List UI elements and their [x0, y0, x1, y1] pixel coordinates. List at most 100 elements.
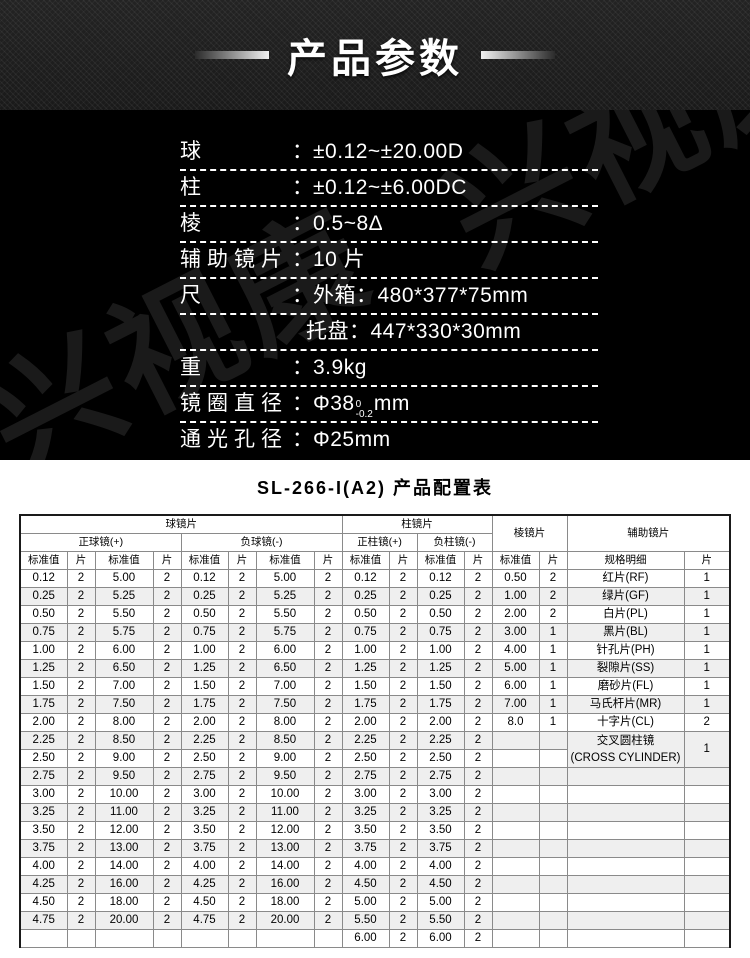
cell-cp: 0.12: [341, 569, 390, 588]
cell-sp2: 16.00: [94, 875, 154, 894]
cell-c5: 2: [388, 911, 418, 930]
cell-pr: [491, 839, 540, 858]
cell-aux-count: [683, 875, 731, 894]
cell-aux-count: [683, 785, 731, 804]
cell-pr: [491, 911, 540, 930]
cell-c6: 2: [463, 785, 493, 804]
cell-sp1: 0.25: [19, 587, 68, 606]
cell-c4: 2: [313, 803, 343, 822]
spec-value-aux-lens: 10 片: [313, 248, 366, 271]
table-row: 4.00 2 14.00 2 4.00 2 14.00 2 4.00 2 4.00 2: [19, 857, 731, 876]
cell-c5: 2: [388, 659, 418, 678]
cell-c6: 2: [463, 641, 493, 660]
cell-sn2: 8.00: [255, 713, 315, 732]
cell-sn1: 2.50: [180, 749, 229, 768]
cell-sn1: 2.00: [180, 713, 229, 732]
cell-c7: [538, 803, 568, 822]
cell-aux-name: [566, 821, 685, 840]
cell-cn: 0.25: [416, 587, 465, 606]
table-row: 0.75 2 5.75 2 0.75 2 5.75 2 0.75 2 0.75 2 3.00 1 黑片(BL…: [19, 623, 731, 642]
cell-c2: 2: [152, 677, 182, 696]
spec-row-cylinder: 柱 ： ±0.12~±6.00DC: [180, 169, 610, 206]
cell-aux-name: [566, 929, 685, 948]
cell-c7: [538, 911, 568, 930]
cell-pr: 5.00: [491, 659, 540, 678]
cell-c1: 2: [66, 587, 96, 606]
cell-c5: 2: [388, 929, 418, 948]
cell-pr: 8.0: [491, 713, 540, 732]
spec-value-prism: 0.5~8Δ: [313, 212, 384, 235]
cell-c3: 2: [227, 695, 257, 714]
cell-c5: 2: [388, 803, 418, 822]
cell-cp: 2.25: [341, 731, 390, 750]
cell-c4: [313, 929, 343, 948]
header-col-standard-5: 标准值: [341, 551, 390, 570]
cell-c4: 2: [313, 767, 343, 786]
cell-aux-count: 1: [683, 605, 731, 624]
spec-label-sphere: 球: [180, 140, 245, 163]
table-row: 3.50 2 12.00 2 3.50 2 12.00 2 3.50 2 3.50 2: [19, 821, 731, 840]
cell-sp1: 0.50: [19, 605, 68, 624]
cell-aux-name: [566, 857, 685, 876]
cell-sn2: 8.50: [255, 731, 315, 750]
table-row: 6.00 2 6.00 2: [19, 929, 731, 948]
cell-c2: [152, 929, 182, 948]
cell-cn: 2.25: [416, 731, 465, 750]
cell-c1: 2: [66, 767, 96, 786]
cell-c4: 2: [313, 785, 343, 804]
header-col-count-3: 片: [227, 551, 257, 570]
cell-aux-count: [683, 929, 731, 948]
cell-c2: 2: [152, 605, 182, 624]
cell-c4: 2: [313, 857, 343, 876]
header-col-count-5: 片: [388, 551, 418, 570]
table-body: 0.12 2 5.00 2 0.12 2 5.00 2 0.12 2 0.12 2 0.50 2 红片(RF…: [19, 569, 731, 948]
cell-c1: 2: [66, 839, 96, 858]
cell-sp2: 18.00: [94, 893, 154, 912]
cell-sp2: 14.00: [94, 857, 154, 876]
spec-colon-size: ：: [292, 284, 313, 307]
spec-label-cylinder: 柱: [180, 176, 245, 199]
cell-c6: 2: [463, 731, 493, 750]
cell-c6: 2: [463, 767, 493, 786]
spec-colon-sphere: ：: [292, 140, 313, 163]
tolerance-lower: -0.2: [355, 409, 373, 420]
cell-c2: 2: [152, 623, 182, 642]
cell-pr: [491, 785, 540, 804]
cell-pr: [491, 875, 540, 894]
cell-aux-name: 绿片(GF): [566, 587, 685, 606]
cell-c7: [538, 875, 568, 894]
cell-c3: 2: [227, 839, 257, 858]
cell-c3: 2: [227, 569, 257, 588]
cell-pr: [491, 857, 540, 876]
cell-c2: 2: [152, 659, 182, 678]
spec-row-aux-lens: 辅助镜片 ： 10 片: [180, 241, 610, 278]
cell-aux-count: [683, 857, 731, 876]
cell-aux-count: [683, 911, 731, 930]
header-group-aux: 辅助镜片: [566, 514, 731, 552]
cell-sp1: 1.25: [19, 659, 68, 678]
cell-sn2: 12.00: [255, 821, 315, 840]
header-col-standard-1: 标准值: [19, 551, 68, 570]
cell-sn1: 1.00: [180, 641, 229, 660]
cell-sp1: 4.75: [19, 911, 68, 930]
cell-cp: 4.00: [341, 857, 390, 876]
cell-c5: 2: [388, 749, 418, 768]
table-row: 1.00 2 6.00 2 1.00 2 6.00 2 1.00 2 1.00 2 4.00 1 针孔片(P…: [19, 641, 731, 660]
spec-value-size-outer: 外箱：480*377*75mm: [313, 284, 529, 307]
cell-aux-count: 1: [683, 659, 731, 678]
cell-cp: 5.50: [341, 911, 390, 930]
cell-sn2: 5.50: [255, 605, 315, 624]
cell-c3: 2: [227, 659, 257, 678]
cell-pr: 1.00: [491, 587, 540, 606]
table-header: 球镜片 柱镜片 棱镜片 辅助镜片 正球镜(+) 负球镜(-) 正柱镜(+) 负柱…: [19, 514, 731, 570]
cell-cp: 2.00: [341, 713, 390, 732]
cell-c5: 2: [388, 839, 418, 858]
cell-aux-name: 白片(PL): [566, 605, 685, 624]
table-row: 2.00 2 8.00 2 2.00 2 8.00 2 2.00 2 2.00 2 8.0 1 十字片(CL…: [19, 713, 731, 732]
cell-cp: 2.50: [341, 749, 390, 768]
cell-c3: 2: [227, 803, 257, 822]
table-row: 3.75 2 13.00 2 3.75 2 13.00 2 3.75 2 3.75 2: [19, 839, 731, 858]
spec-label-aperture: 通光孔径: [180, 428, 288, 451]
cell-c2: 2: [152, 785, 182, 804]
cell-sn1: 2.25: [180, 731, 229, 750]
